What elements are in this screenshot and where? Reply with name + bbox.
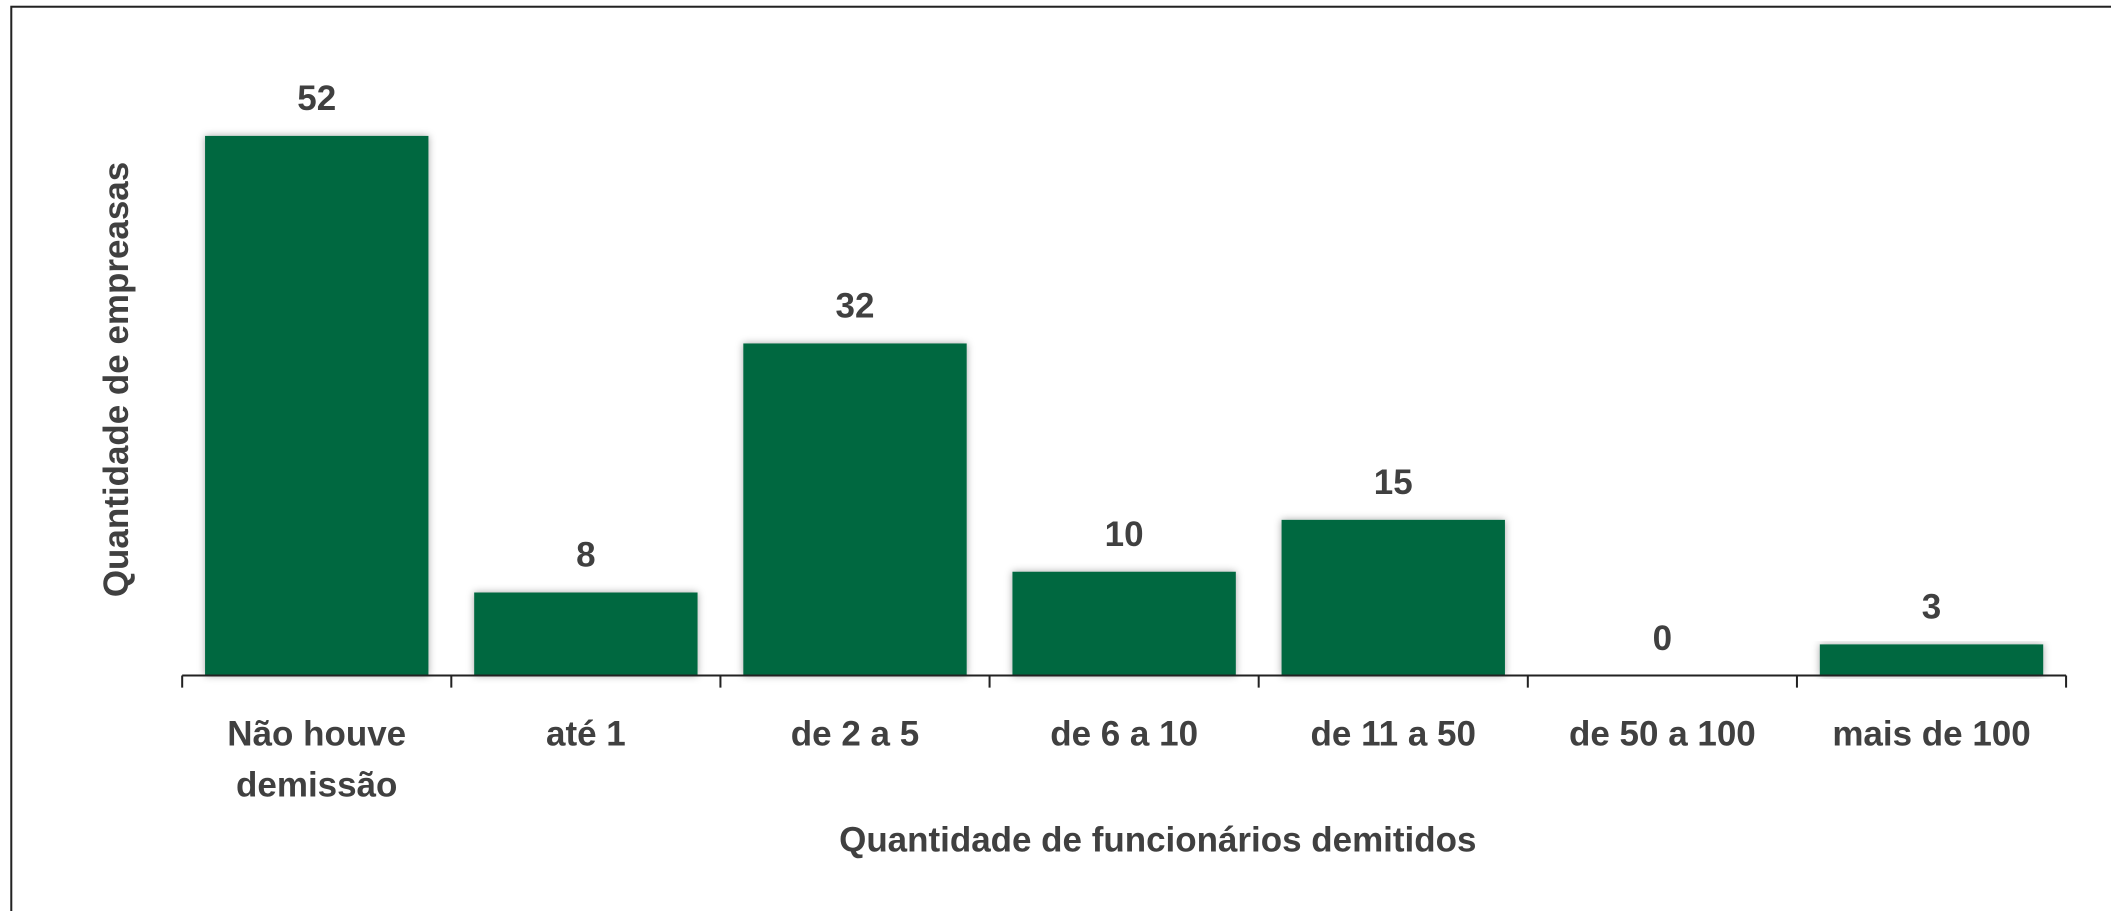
x-tick-label-box: mais de 100 bbox=[1832, 713, 2031, 754]
bar bbox=[743, 343, 967, 676]
value-label: 52 bbox=[297, 79, 336, 118]
x-tick-label: Não houve demissão bbox=[227, 713, 407, 805]
bar bbox=[1012, 571, 1236, 676]
bar bbox=[474, 592, 698, 676]
bar bbox=[205, 135, 429, 676]
x-tick-label-box: de 6 a 10 bbox=[1050, 713, 1199, 754]
bar bbox=[1281, 519, 1505, 676]
x-tick-label-box: de 11 a 50 bbox=[1310, 713, 1476, 754]
x-tick-label-box: Não houve demissão bbox=[227, 713, 407, 805]
x-tick-label-box: de 2 a 5 bbox=[790, 713, 920, 754]
x-tick-label-box: de 50 a 100 bbox=[1569, 713, 1756, 754]
value-label: 3 bbox=[1922, 588, 1941, 627]
x-tick-label: de 2 a 5 bbox=[790, 713, 920, 754]
x-axis-title: Quantidade de funcionários demitidos bbox=[839, 821, 1476, 860]
x-tick-label-box: até 1 bbox=[545, 713, 626, 754]
value-label: 8 bbox=[576, 536, 595, 575]
y-axis-title: Quantidade de empreasas bbox=[97, 162, 136, 597]
x-tick-label: de 11 a 50 bbox=[1310, 713, 1476, 754]
bar bbox=[1819, 644, 2044, 676]
x-tick-label: mais de 100 bbox=[1832, 713, 2031, 754]
x-tick-label: até 1 bbox=[545, 713, 626, 754]
value-label: 32 bbox=[836, 287, 875, 326]
value-label: 10 bbox=[1105, 515, 1144, 554]
value-label: 0 bbox=[1653, 619, 1672, 658]
x-tick-label: de 50 a 100 bbox=[1569, 713, 1756, 754]
value-label: 15 bbox=[1374, 463, 1413, 502]
x-tick-label: de 6 a 10 bbox=[1050, 713, 1199, 754]
frame bbox=[10, 5, 2111, 911]
